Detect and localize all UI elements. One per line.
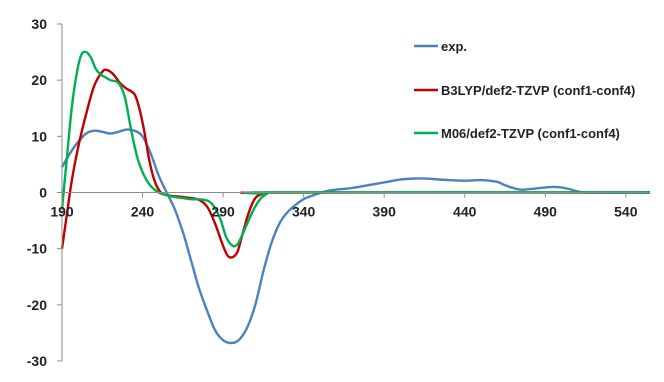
y-tick-label: 30 <box>31 16 47 32</box>
legend-label: exp. <box>441 39 467 54</box>
y-tick-label: 20 <box>31 72 47 88</box>
y-tick-labels: -30 -20 -10 0 10 20 30 <box>27 16 47 369</box>
y-tick-label: 0 <box>39 185 47 201</box>
exp-series-line <box>60 128 650 345</box>
axes <box>57 23 650 362</box>
m06-series-line <box>60 50 651 248</box>
x-tick-label: 190 <box>50 204 74 220</box>
legend-entry-m06: M06/def2-TZVP (conf1-conf4) <box>414 126 620 141</box>
x-tick-label: 440 <box>453 204 477 220</box>
x-tick-labels: 190 240 290 340 390 440 490 540 <box>50 204 637 220</box>
legend: exp. B3LYP/def2-TZVP (conf1-conf4) M06/def… <box>414 39 635 141</box>
legend-entry-exp: exp. <box>414 39 467 54</box>
x-tick-label: 390 <box>373 204 397 220</box>
legend-label: B3LYP/def2-TZVP (conf1-conf4) <box>441 83 635 98</box>
x-tick-label: 290 <box>211 204 235 220</box>
y-tick-label: -10 <box>27 241 47 257</box>
plot-lines <box>60 50 651 345</box>
y-tick-label: 10 <box>31 128 47 144</box>
x-tick-label: 240 <box>131 204 155 220</box>
legend-entry-b3lyp: B3LYP/def2-TZVP (conf1-conf4) <box>414 83 635 98</box>
y-tick-label: -20 <box>27 297 47 313</box>
x-tick-label: 340 <box>292 204 316 220</box>
legend-label: M06/def2-TZVP (conf1-conf4) <box>441 126 620 141</box>
x-tick-label: 490 <box>534 204 558 220</box>
y-tick-label: -30 <box>27 353 47 369</box>
x-tick-label: 540 <box>614 204 638 220</box>
